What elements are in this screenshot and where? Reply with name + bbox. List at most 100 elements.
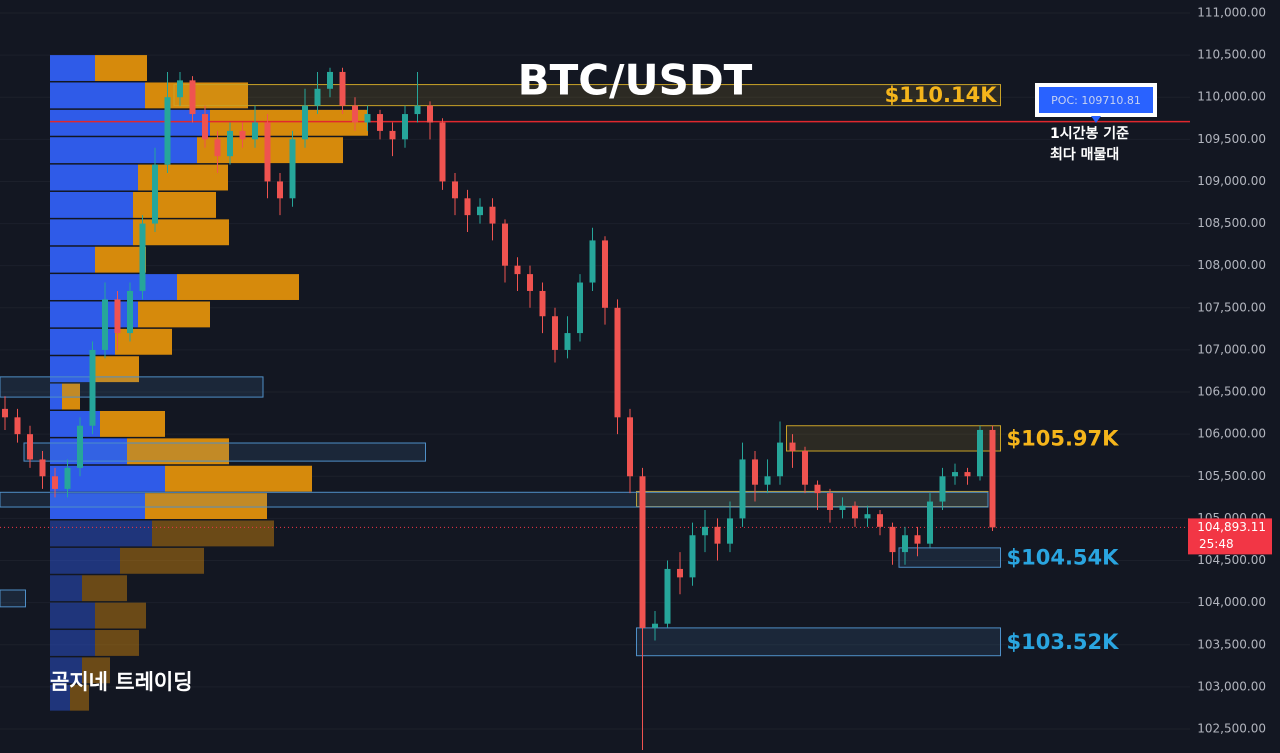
candle-body [914, 535, 921, 544]
sell-volume-bar [210, 109, 368, 136]
buy-volume-bar [50, 246, 95, 273]
sell-volume-bar [145, 493, 267, 520]
candle-body [514, 265, 521, 275]
sell-volume-bar [90, 356, 139, 383]
candle-body [239, 130, 246, 140]
candle-body [827, 493, 833, 510]
candle-body [327, 71, 333, 89]
zone [23, 442, 426, 462]
candle-body [52, 476, 58, 489]
candle-body [902, 535, 908, 553]
candle-body [177, 80, 183, 98]
candle-body [989, 429, 996, 528]
candle-body [977, 429, 983, 477]
sell-volume-bar [133, 219, 229, 246]
candle-body [664, 568, 671, 624]
zone-label: $105.97K [1007, 426, 1120, 450]
candle-body [452, 181, 458, 199]
candle-body [614, 307, 621, 418]
candle-body [589, 240, 596, 283]
candle-body [939, 476, 946, 502]
buy-volume-bar [50, 137, 197, 164]
candle-body [889, 526, 896, 553]
candle-body [102, 299, 108, 350]
y-tick-label: 108,000.00 [1197, 258, 1266, 272]
candle-body [689, 535, 696, 578]
y-tick-label: 104,000.00 [1197, 595, 1266, 609]
y-tick-label: 111,000.00 [1197, 5, 1266, 19]
labels: 111,000.00 110,500.00 110,000.00 109,500.00… [50, 5, 1272, 735]
y-tick-label: 107,500.00 [1197, 300, 1266, 314]
candle-body [627, 417, 633, 477]
candle-body [814, 484, 821, 494]
buy-volume-bar [50, 383, 62, 410]
candle-body [439, 122, 446, 182]
candle-body [14, 417, 21, 435]
buy-volume-bar [50, 356, 90, 383]
last-price-label: 104,893.11 [1197, 520, 1266, 534]
sell-volume-bar [70, 684, 89, 711]
buy-volume-bar [50, 520, 152, 547]
candle-body [802, 451, 808, 485]
candle-body [539, 290, 546, 317]
buy-volume-bar [50, 493, 145, 520]
candle-body [527, 274, 533, 291]
candle-body [864, 514, 871, 519]
sell-volume-bar [95, 630, 139, 656]
buy-volume-bar [50, 547, 120, 574]
countdown: 25:48 [1199, 537, 1234, 551]
candle-body [339, 71, 346, 106]
y-tick-label: 103,500.00 [1197, 637, 1266, 651]
poc-pointer [1091, 116, 1101, 123]
candle-body [839, 505, 846, 510]
sell-volume-bar [138, 301, 210, 328]
candle-body [464, 198, 471, 216]
last-price-box [1188, 518, 1272, 555]
watermark: 곰지네 트레이딩 [50, 670, 193, 694]
sell-volume-bar [95, 55, 147, 81]
candle-body [552, 316, 558, 350]
zone-label: $103.52K [1007, 630, 1120, 654]
candle-body [952, 472, 958, 477]
buy-volume-bar [50, 602, 95, 629]
candle-body [477, 206, 483, 216]
candle-body [352, 105, 358, 123]
candle-body [89, 349, 96, 426]
zone-label: $110.14K [885, 83, 998, 107]
candle-body [877, 514, 883, 527]
candle-body [214, 139, 221, 157]
candle-body [64, 467, 71, 489]
buy-volume-bar [50, 630, 95, 656]
buy-volume-bar [50, 164, 138, 191]
buy-volume-bar [50, 301, 138, 328]
candle-body [652, 623, 658, 628]
candle-body [727, 518, 733, 544]
sell-volume-bar [145, 82, 248, 109]
y-tick-label: 107,000.00 [1197, 342, 1266, 356]
sell-volume-bar [95, 602, 146, 629]
buy-volume-bar [50, 575, 82, 602]
sell-volume-bar [100, 410, 165, 437]
y-tick-label: 109,500.00 [1197, 132, 1266, 146]
sell-volume-bar [133, 191, 216, 218]
candle-body [577, 282, 583, 334]
candle-body [389, 130, 396, 140]
zone-label: $104.54K [1007, 546, 1120, 570]
buy-volume-bar [50, 219, 133, 246]
poc-label: POC: 109710.81 [1051, 94, 1141, 107]
candle-body [677, 568, 683, 578]
buy-volume-bar [50, 684, 70, 711]
sell-volume-bar [82, 657, 110, 684]
candle-body [639, 476, 646, 628]
zone [173, 84, 1001, 107]
zone [0, 491, 989, 508]
poc-box [1035, 83, 1157, 117]
candle-body [402, 114, 408, 140]
candle-body [277, 181, 283, 199]
volume-profile [50, 55, 368, 711]
sell-volume-bar [95, 246, 146, 273]
sell-volume-bar [138, 164, 228, 191]
candle-body [27, 434, 33, 460]
candle-body [502, 223, 508, 266]
